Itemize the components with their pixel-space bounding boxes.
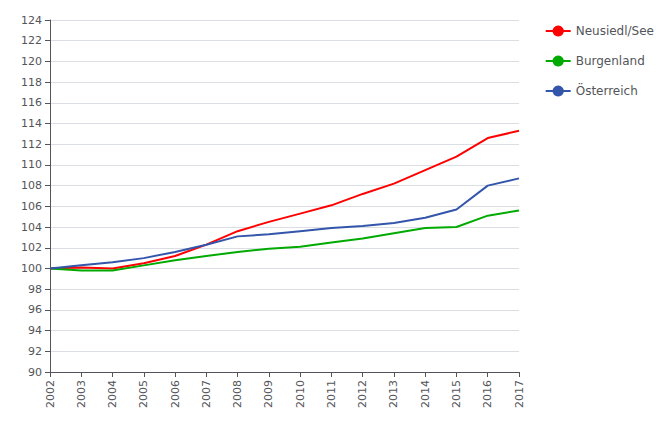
svg-text:116: 116 — [21, 96, 42, 109]
svg-text:108: 108 — [21, 179, 42, 192]
svg-text:2002: 2002 — [44, 380, 57, 408]
svg-text:90: 90 — [28, 366, 42, 379]
svg-text:110: 110 — [21, 158, 42, 171]
svg-text:2017: 2017 — [513, 380, 526, 408]
svg-text:122: 122 — [21, 34, 42, 47]
svg-text:102: 102 — [21, 241, 42, 254]
svg-text:2007: 2007 — [200, 380, 213, 408]
svg-text:124: 124 — [21, 14, 42, 27]
svg-text:96: 96 — [28, 303, 42, 316]
svg-text:2008: 2008 — [231, 380, 244, 408]
svg-text:114: 114 — [21, 117, 42, 130]
svg-text:112: 112 — [21, 138, 42, 151]
svg-text:2005: 2005 — [137, 380, 150, 408]
svg-text:106: 106 — [21, 200, 42, 213]
svg-text:100: 100 — [21, 262, 42, 275]
svg-text:2004: 2004 — [106, 380, 119, 408]
svg-text:94: 94 — [28, 324, 42, 337]
svg-text:2012: 2012 — [356, 380, 369, 408]
svg-text:2009: 2009 — [262, 380, 275, 408]
svg-text:Österreich: Österreich — [576, 82, 638, 98]
svg-text:Neusiedl/See: Neusiedl/See — [576, 24, 654, 38]
svg-text:92: 92 — [28, 345, 42, 358]
svg-text:2006: 2006 — [169, 380, 182, 408]
svg-text:120: 120 — [21, 55, 42, 68]
svg-text:2003: 2003 — [75, 380, 88, 408]
svg-text:104: 104 — [21, 221, 42, 234]
svg-text:2014: 2014 — [419, 380, 432, 408]
svg-text:2016: 2016 — [481, 380, 494, 408]
svg-text:2011: 2011 — [325, 380, 338, 408]
svg-text:2010: 2010 — [294, 380, 307, 408]
svg-text:2013: 2013 — [387, 380, 400, 408]
svg-text:98: 98 — [28, 283, 42, 296]
svg-text:118: 118 — [21, 76, 42, 89]
svg-text:2015: 2015 — [450, 380, 463, 408]
svg-text:Burgenland: Burgenland — [576, 54, 645, 68]
